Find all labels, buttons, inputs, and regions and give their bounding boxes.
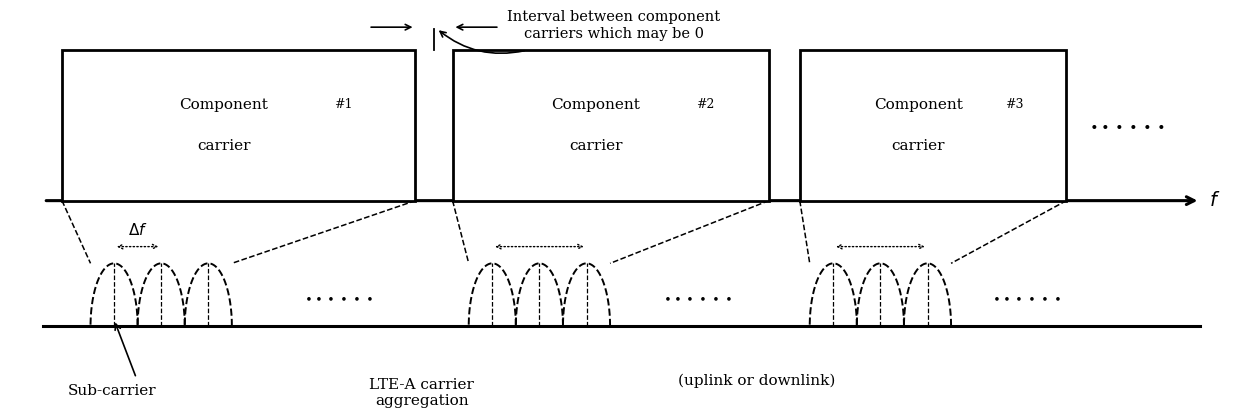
Text: $\bullet\bullet\bullet\bullet\bullet\bullet$: $\bullet\bullet\bullet\bullet\bullet\bul… [663,291,732,304]
Text: Component: Component [874,97,962,112]
Text: LTE-A carrier
aggregation: LTE-A carrier aggregation [370,378,474,408]
Text: #1: #1 [334,98,352,111]
Text: carrier: carrier [569,139,622,153]
Text: $\Delta f$: $\Delta f$ [128,222,148,238]
Text: $\bullet\bullet\bullet\bullet\bullet\bullet$: $\bullet\bullet\bullet\bullet\bullet\bul… [304,291,372,304]
Text: (uplink or downlink): (uplink or downlink) [678,374,835,388]
Text: $\bullet\bullet\bullet\bullet\bullet\bullet$: $\bullet\bullet\bullet\bullet\bullet\bul… [992,291,1060,304]
Bar [62,50,415,201]
Text: #2: #2 [696,98,714,111]
Text: Sub-carrier: Sub-carrier [68,384,156,398]
Text: #3: #3 [1006,98,1023,111]
Text: Component: Component [552,97,640,112]
Bar [453,50,769,201]
Text: $\bullet\bullet\bullet\bullet\bullet\bullet$: $\bullet\bullet\bullet\bullet\bullet\bul… [1089,118,1164,133]
Text: Interval between component
carriers which may be 0: Interval between component carriers whic… [507,10,720,41]
Text: carrier: carrier [892,139,945,153]
Text: carrier: carrier [197,139,250,153]
Bar [800,50,1066,201]
Text: $f$: $f$ [1209,191,1220,210]
Text: Component: Component [180,97,268,112]
